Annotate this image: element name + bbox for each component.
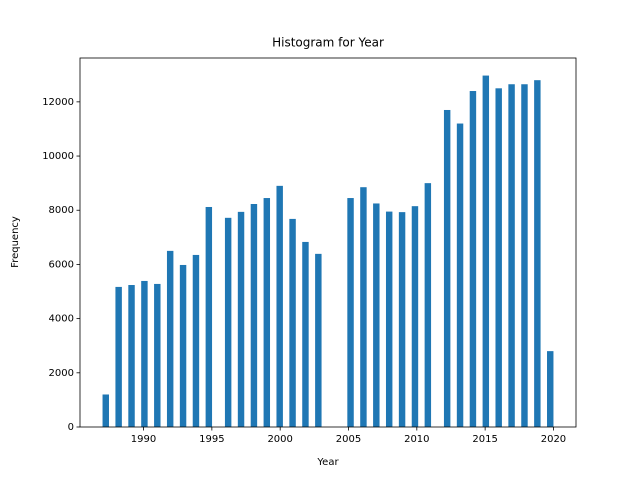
bar <box>521 84 528 427</box>
y-tick-label: 6000 <box>49 259 74 270</box>
bar <box>102 394 109 427</box>
x-tick-label: 1990 <box>131 434 156 445</box>
bar <box>289 218 296 427</box>
bar <box>411 206 419 427</box>
y-tick-label: 0 <box>68 422 74 433</box>
bar <box>276 185 283 427</box>
bar <box>263 198 271 427</box>
bar <box>302 241 309 427</box>
x-tick-label: 2005 <box>336 434 361 445</box>
bar <box>237 211 245 427</box>
bar <box>192 254 200 427</box>
y-tick-label: 8000 <box>49 205 74 216</box>
bar <box>250 204 258 427</box>
bar <box>424 183 432 427</box>
plot-frame <box>79 57 577 428</box>
bar <box>398 212 406 427</box>
bar <box>456 123 464 427</box>
bar <box>547 351 554 427</box>
x-tick-label: 2000 <box>267 434 292 445</box>
y-tick-label: 12000 <box>42 97 74 108</box>
x-axis-label: Year <box>316 457 339 468</box>
bar <box>154 283 161 427</box>
bar <box>205 206 213 427</box>
bar <box>166 250 174 427</box>
bar <box>115 286 122 427</box>
y-tick-label: 2000 <box>49 368 74 379</box>
bar <box>443 109 451 428</box>
bar <box>534 80 541 427</box>
y-axis-label: Frequency <box>10 216 21 268</box>
y-tick-label: 10000 <box>42 151 74 162</box>
x-tick-label: 2020 <box>541 434 566 445</box>
x-tick-label: 2015 <box>472 434 497 445</box>
bar <box>128 285 135 427</box>
bar <box>315 253 322 427</box>
bar <box>495 88 502 428</box>
bar <box>373 203 380 427</box>
x-tick-label: 1995 <box>199 434 224 445</box>
bar <box>141 280 148 427</box>
bar <box>385 211 393 427</box>
y-tick-label: 4000 <box>49 314 74 325</box>
bar <box>179 264 187 427</box>
bar <box>360 187 367 427</box>
bar <box>469 91 477 427</box>
bar <box>347 198 354 427</box>
x-tick-label: 2010 <box>404 434 429 445</box>
bar <box>508 84 515 427</box>
bar <box>482 75 490 428</box>
chart-title: Histogram for Year <box>272 36 384 50</box>
bar <box>224 217 232 427</box>
